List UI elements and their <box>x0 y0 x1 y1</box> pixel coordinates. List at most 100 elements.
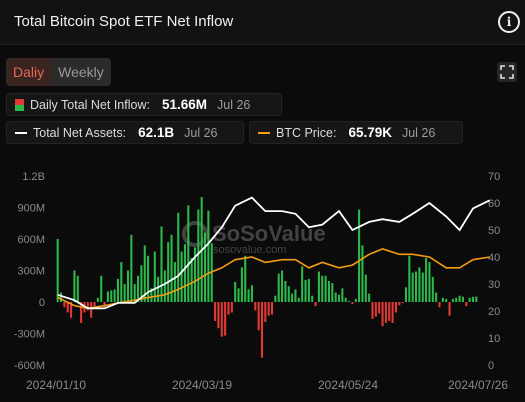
inflow-bar <box>321 275 324 302</box>
legend-inflow-value: 51.66M <box>161 97 207 112</box>
legend-price-label: BTC Price: <box>276 125 337 140</box>
inflow-bar <box>126 270 130 302</box>
watermark-url: sosovalue.com <box>213 244 286 256</box>
expand-icon[interactable] <box>497 62 517 82</box>
inflow-bar <box>398 302 401 306</box>
inflow-bar <box>163 270 166 302</box>
inflow-bar <box>451 298 454 302</box>
inflow-bar <box>250 285 253 302</box>
legend-assets: Total Net Assets: 62.1B Jul 26 <box>6 121 244 144</box>
inflow-bar <box>120 262 123 302</box>
y-right-tick-label: 60 <box>488 198 500 210</box>
inflow-bar <box>358 209 361 302</box>
inflow-bar <box>63 302 66 308</box>
inflow-bar <box>471 296 475 302</box>
y-right-tick-label: 30 <box>488 279 500 291</box>
inflow-bar <box>425 257 428 302</box>
inflow-bar <box>458 295 461 302</box>
inflow-bar <box>351 302 354 305</box>
interval-toggle: Daliy Weekly <box>6 58 111 86</box>
inflow-bar <box>110 290 113 302</box>
inflow-bar <box>254 302 257 311</box>
page-title: Total Bitcoin Spot ETF Net Inflow <box>14 13 234 30</box>
inflow-bar <box>341 288 344 302</box>
inflow-bar <box>240 267 243 302</box>
x-tick-label: 2024/01/10 <box>26 378 86 392</box>
inflow-bar <box>435 292 438 302</box>
inflow-bar <box>214 302 217 321</box>
inflow-bar <box>408 255 411 302</box>
legend-assets-value: 62.1B <box>138 125 175 140</box>
inflow-bar <box>103 302 106 308</box>
inflow-bar <box>361 245 364 302</box>
inflow-bar <box>167 242 170 302</box>
y-right-tick-label: 10 <box>488 333 500 345</box>
chart-svg: SoSoValue sosovalue.com 1.2B 900M 600M 300M… <box>14 171 509 392</box>
inflow-bar <box>106 291 109 302</box>
total-net-assets-line <box>57 196 491 310</box>
inflow-bar <box>234 282 237 302</box>
inflow-bar <box>90 302 93 318</box>
inflow-bar <box>401 302 404 304</box>
inflow-bar <box>86 302 89 311</box>
legend-price-date: Jul 26 <box>401 125 436 140</box>
inflow-bar <box>327 281 330 302</box>
inflow-bar <box>317 271 320 302</box>
inflow-bar <box>465 302 468 307</box>
inflow-bar <box>66 302 69 313</box>
inflow-bar <box>428 262 431 302</box>
tab-weekly[interactable]: Weekly <box>58 64 104 80</box>
inflow-bar <box>307 278 310 302</box>
y-left-tick-label: 300M <box>17 266 45 278</box>
inflow-bar <box>244 255 247 302</box>
inflow-bar <box>264 302 267 322</box>
y-left-tick-label: 900M <box>17 203 45 215</box>
inflow-bar <box>381 302 384 327</box>
inflow-bar <box>100 275 103 302</box>
inflow-bar <box>93 302 96 307</box>
inflow-bar <box>368 293 371 302</box>
inflow-bar <box>197 209 200 302</box>
inflow-bar <box>76 275 79 302</box>
tab-daily[interactable]: Daliy <box>6 58 52 86</box>
inflow-bar <box>348 300 351 302</box>
legend-inflow-label: Daily Total Net Inflow: <box>30 97 150 112</box>
inflow-bar <box>441 297 444 302</box>
inflow-bar <box>281 270 284 302</box>
inflow-bar <box>374 302 377 317</box>
inflow-bar <box>438 302 441 308</box>
inflow-bar <box>331 283 334 302</box>
assets-swatch <box>15 131 27 134</box>
inflow-bar <box>284 281 287 302</box>
inflow-bar <box>344 297 347 302</box>
inflow-bar <box>364 274 367 302</box>
inflow-bar <box>431 276 434 302</box>
inflow-bar <box>301 266 304 302</box>
inflow-bar <box>445 298 448 302</box>
legend-inflow-date: Jul 26 <box>217 97 251 112</box>
inflow-bar <box>421 272 424 302</box>
x-tick-label: 2024/07/26 <box>448 378 508 392</box>
legend-price: BTC Price: 65.79K Jul 26 <box>249 121 463 144</box>
watermark: SoSoValue sosovalue.com <box>182 221 326 256</box>
x-tick-label: 2024/03/19 <box>172 378 232 392</box>
inflow-bar <box>217 302 220 329</box>
inflow-bar <box>193 247 197 302</box>
inflow-bar <box>371 302 374 319</box>
inflow-bar <box>277 273 280 302</box>
inflow-bar <box>411 272 414 302</box>
inflow-bar <box>147 255 150 302</box>
price-swatch <box>258 131 270 134</box>
inflow-bar <box>230 302 233 313</box>
inflow-bar <box>418 267 421 302</box>
inflow-bar <box>294 289 297 302</box>
inflow-bar <box>59 292 63 302</box>
inflow-bar <box>378 302 381 314</box>
y-left-tick-label: 0 <box>39 297 45 309</box>
inflow-bar <box>267 302 270 316</box>
inflow-bar <box>133 284 136 302</box>
info-circle-icon[interactable]: i <box>498 11 520 33</box>
inflow-bar <box>391 302 394 323</box>
legend-price-value: 65.79K <box>348 125 392 140</box>
